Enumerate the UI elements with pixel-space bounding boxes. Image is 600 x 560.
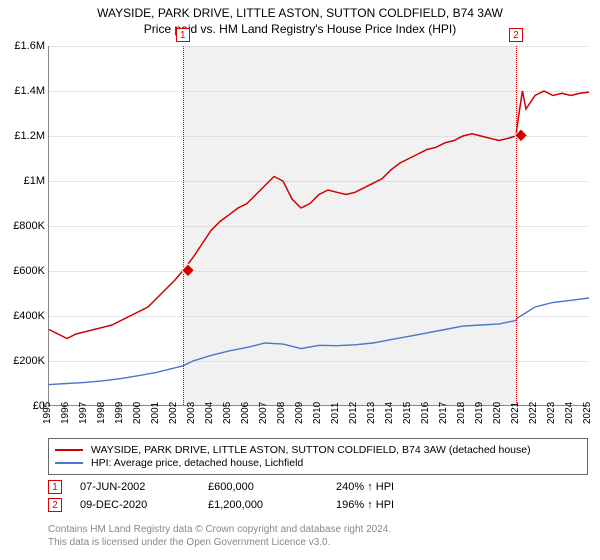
x-tick-label: 1995 xyxy=(42,402,53,424)
x-tick-label: 2016 xyxy=(420,402,431,424)
x-tick-label: 2018 xyxy=(456,402,467,424)
legend-item: HPI: Average price, detached house, Lich… xyxy=(55,457,581,469)
x-tick-label: 1996 xyxy=(60,402,71,424)
legend-item: WAYSIDE, PARK DRIVE, LITTLE ASTON, SUTTO… xyxy=(55,444,581,456)
y-tick-label: £1.6M xyxy=(1,40,45,52)
x-tick-label: 2003 xyxy=(186,402,197,424)
sale-marker-badge: 2 xyxy=(48,498,62,512)
x-tick-label: 1999 xyxy=(114,402,125,424)
x-tick-label: 2022 xyxy=(528,402,539,424)
x-tick-label: 2008 xyxy=(276,402,287,424)
footer-line: This data is licensed under the Open Gov… xyxy=(48,536,391,549)
marker-badge: 1 xyxy=(176,28,190,42)
marker-badge: 2 xyxy=(509,28,523,42)
x-tick-label: 2009 xyxy=(294,402,305,424)
series-svg xyxy=(49,46,589,406)
marker-line xyxy=(183,46,184,405)
x-tick-label: 2025 xyxy=(582,402,593,424)
y-tick-label: £1.4M xyxy=(1,85,45,97)
x-tick-label: 2011 xyxy=(330,402,341,424)
y-tick-label: £800K xyxy=(1,220,45,232)
x-tick-label: 2015 xyxy=(402,402,413,424)
y-tick-label: £1.2M xyxy=(1,130,45,142)
x-tick-label: 2023 xyxy=(546,402,557,424)
sale-row: 1 07-JUN-2002 £600,000 240% ↑ HPI xyxy=(48,480,588,494)
x-tick-label: 1998 xyxy=(96,402,107,424)
x-tick-label: 2005 xyxy=(222,402,233,424)
sales-table: 1 07-JUN-2002 £600,000 240% ↑ HPI 2 09-D… xyxy=(48,480,588,516)
legend-label: WAYSIDE, PARK DRIVE, LITTLE ASTON, SUTTO… xyxy=(91,444,531,456)
y-tick-label: £1M xyxy=(1,175,45,187)
x-tick-label: 2020 xyxy=(492,402,503,424)
x-tick-label: 2010 xyxy=(312,402,323,424)
legend: WAYSIDE, PARK DRIVE, LITTLE ASTON, SUTTO… xyxy=(48,438,588,475)
x-tick-label: 2019 xyxy=(474,402,485,424)
sale-price: £1,200,000 xyxy=(208,499,318,511)
sale-date: 07-JUN-2002 xyxy=(80,481,190,493)
series-price_paid xyxy=(49,91,589,339)
legend-swatch xyxy=(55,449,83,451)
x-tick-label: 2014 xyxy=(384,402,395,424)
marker-line xyxy=(516,46,517,405)
y-tick-label: £400K xyxy=(1,310,45,322)
x-tick-label: 2017 xyxy=(438,402,449,424)
series-hpi xyxy=(49,298,589,385)
y-tick-label: £200K xyxy=(1,355,45,367)
sale-hpi: 240% ↑ HPI xyxy=(336,481,446,493)
x-tick-label: 1997 xyxy=(78,402,89,424)
chart-plot-area: 12 xyxy=(48,46,588,406)
sale-price: £600,000 xyxy=(208,481,318,493)
sale-hpi: 196% ↑ HPI xyxy=(336,499,446,511)
attribution-footer: Contains HM Land Registry data © Crown c… xyxy=(48,523,391,549)
title-main: WAYSIDE, PARK DRIVE, LITTLE ASTON, SUTTO… xyxy=(0,6,600,20)
y-tick-label: £600K xyxy=(1,265,45,277)
footer-line: Contains HM Land Registry data © Crown c… xyxy=(48,523,391,536)
sale-marker-badge: 1 xyxy=(48,480,62,494)
x-tick-label: 2024 xyxy=(564,402,575,424)
y-tick-label: £0 xyxy=(1,400,45,412)
x-tick-label: 2006 xyxy=(240,402,251,424)
legend-swatch xyxy=(55,462,83,464)
x-tick-label: 2000 xyxy=(132,402,143,424)
sale-date: 09-DEC-2020 xyxy=(80,499,190,511)
chart-container: WAYSIDE, PARK DRIVE, LITTLE ASTON, SUTTO… xyxy=(0,0,600,560)
x-tick-label: 2004 xyxy=(204,402,215,424)
x-tick-label: 2001 xyxy=(150,402,161,424)
x-tick-label: 2013 xyxy=(366,402,377,424)
legend-label: HPI: Average price, detached house, Lich… xyxy=(91,457,303,469)
sale-row: 2 09-DEC-2020 £1,200,000 196% ↑ HPI xyxy=(48,498,588,512)
x-tick-label: 2012 xyxy=(348,402,359,424)
x-tick-label: 2021 xyxy=(510,402,521,424)
x-tick-label: 2007 xyxy=(258,402,269,424)
x-tick-label: 2002 xyxy=(168,402,179,424)
